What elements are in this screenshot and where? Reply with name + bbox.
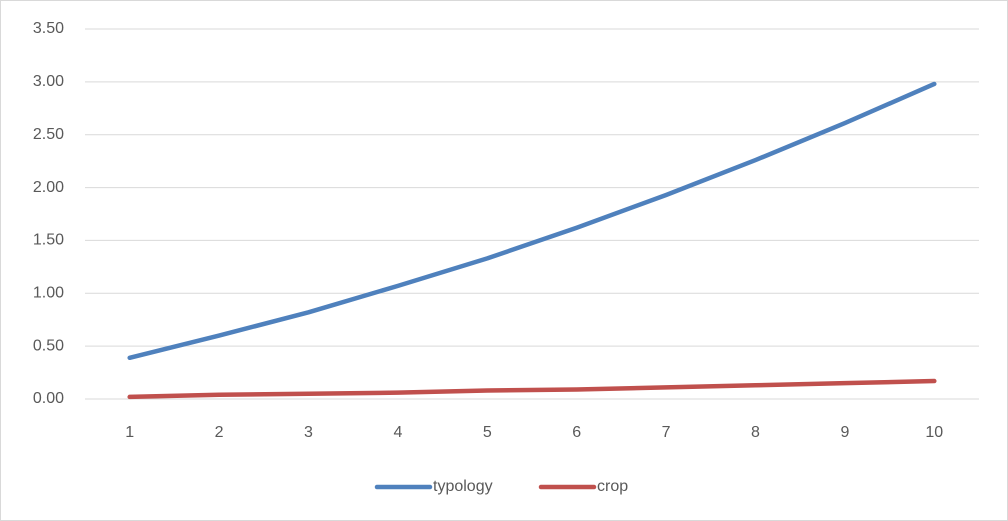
y-tick-label: 0.00	[33, 390, 64, 407]
x-tick-label: 8	[751, 424, 760, 441]
x-tick-label: 1	[125, 424, 134, 441]
x-tick-label: 3	[304, 424, 313, 441]
x-tick-label: 4	[393, 424, 402, 441]
x-tick-label: 7	[662, 424, 671, 441]
y-tick-label: 2.50	[33, 126, 64, 143]
x-tick-label: 6	[572, 424, 581, 441]
x-tick-label: 5	[483, 424, 492, 441]
y-tick-label: 3.00	[33, 73, 64, 90]
y-tick-label: 1.00	[33, 285, 64, 302]
x-tick-label: 10	[925, 424, 943, 441]
series-line	[127, 378, 937, 400]
series-line	[127, 81, 937, 361]
y-tick-label: 3.50	[33, 20, 64, 37]
legend-label: typology	[433, 478, 493, 495]
x-tick-label: 2	[215, 424, 224, 441]
y-tick-label: 1.50	[33, 232, 64, 249]
y-tick-label: 0.50	[33, 337, 64, 354]
legend-label: crop	[597, 478, 628, 495]
x-tick-label: 9	[840, 424, 849, 441]
y-tick-label: 2.00	[33, 179, 64, 196]
